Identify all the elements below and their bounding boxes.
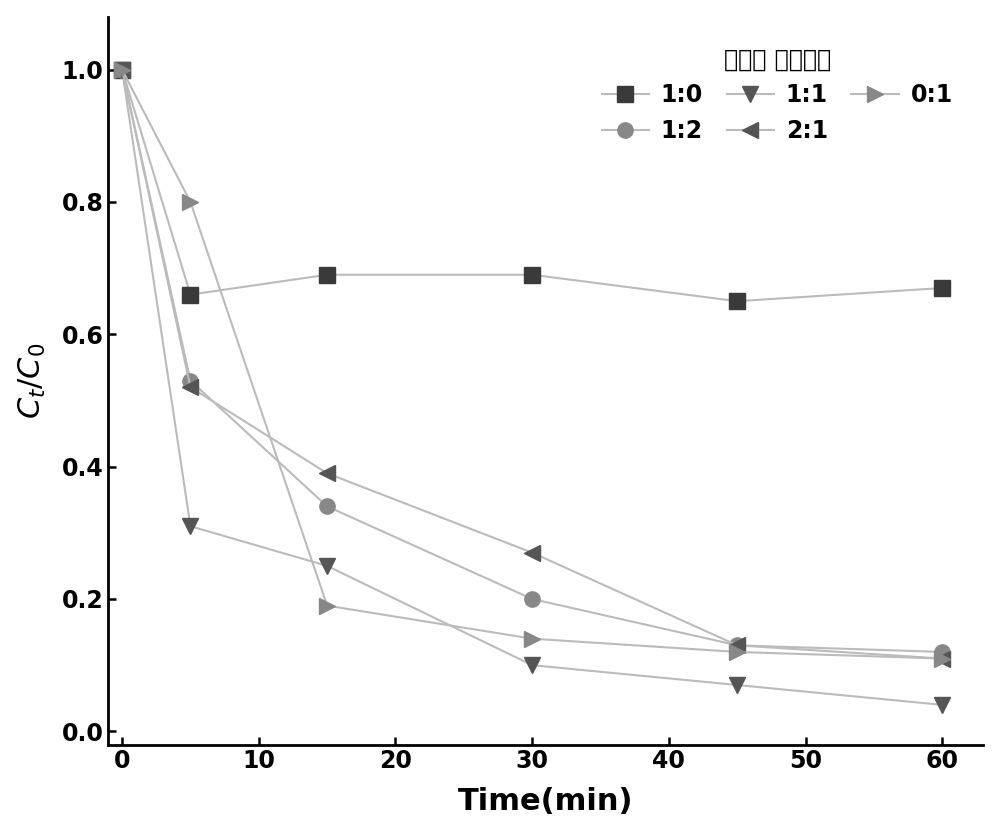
1:0 [116, 65, 128, 75]
Legend: 1:0, 1:2, 1:1, 2:1, 0:1: 1:0, 1:2, 1:1, 2:1, 0:1 [583, 28, 972, 162]
0:1 [321, 601, 333, 611]
1:0 [731, 297, 743, 307]
1:0 [184, 290, 196, 300]
Line: 1:2: 1:2 [114, 62, 950, 660]
0:1 [526, 634, 538, 644]
1:2 [526, 594, 538, 604]
1:2 [321, 501, 333, 511]
1:1 [731, 680, 743, 690]
0:1 [184, 197, 196, 207]
1:1 [116, 65, 128, 75]
X-axis label: Time(min): Time(min) [458, 787, 634, 816]
Line: 1:0: 1:0 [114, 62, 950, 309]
1:1 [321, 561, 333, 571]
2:1 [936, 654, 948, 664]
1:1 [184, 521, 196, 531]
Y-axis label: $C_t/C_0$: $C_t/C_0$ [17, 342, 48, 419]
0:1 [731, 647, 743, 657]
1:2 [184, 376, 196, 386]
2:1 [526, 547, 538, 557]
1:2 [936, 647, 948, 657]
0:1 [116, 65, 128, 75]
1:0 [526, 270, 538, 280]
1:2 [116, 65, 128, 75]
1:1 [526, 661, 538, 671]
1:1 [936, 700, 948, 710]
Line: 0:1: 0:1 [114, 62, 950, 666]
0:1 [936, 654, 948, 664]
2:1 [321, 468, 333, 478]
Line: 1:1: 1:1 [114, 62, 950, 712]
2:1 [731, 641, 743, 651]
Line: 2:1: 2:1 [114, 62, 950, 666]
1:0 [321, 270, 333, 280]
1:0 [936, 283, 948, 293]
2:1 [116, 65, 128, 75]
2:1 [184, 382, 196, 392]
1:2 [731, 641, 743, 651]
